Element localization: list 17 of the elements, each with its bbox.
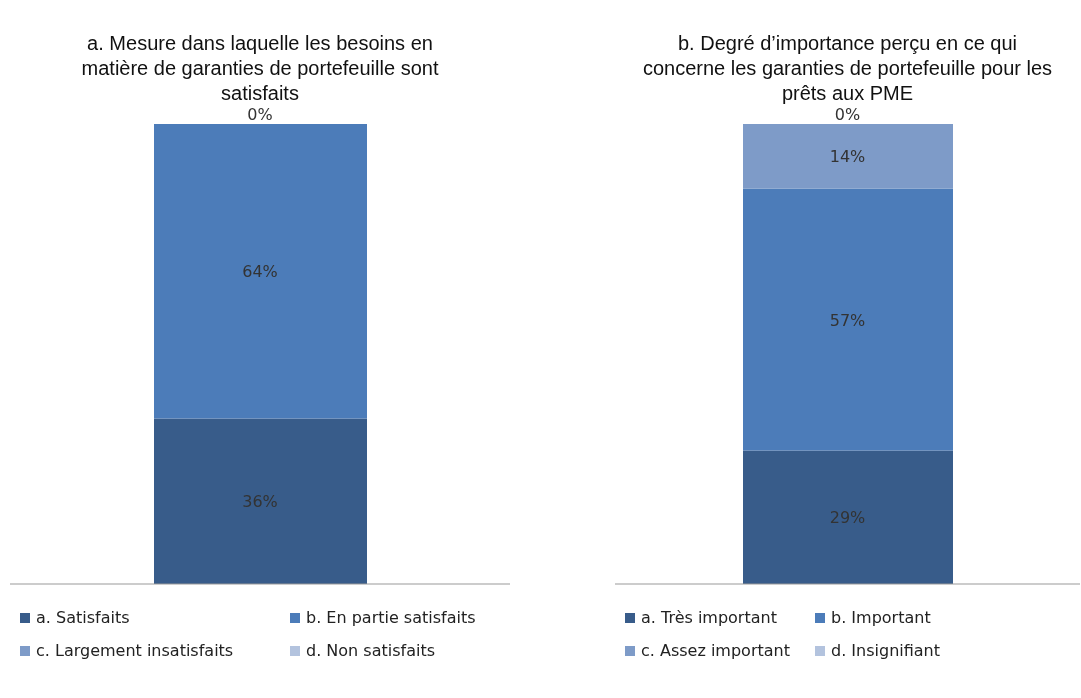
data-label: 29% — [829, 508, 866, 528]
data-label: 36% — [242, 492, 278, 512]
data-label: 57% — [829, 310, 866, 330]
legend-label: a. Satisfaits — [36, 608, 130, 627]
legend-label: b. Important — [831, 608, 931, 627]
legend-label: d. Insignifiant — [831, 641, 941, 660]
chart-title: a. Mesure dans laquelle les besoins en matière de garanties de portefeuille sont satisfaits — [80, 31, 440, 106]
legend-label: c. Largement insatisfaits — [36, 641, 234, 660]
legend-label: b. En partie satisfaits — [306, 608, 476, 627]
data-label: 64% — [242, 262, 278, 282]
data-label: 0% — [247, 105, 273, 124]
legend-label: c. Assez important — [641, 641, 790, 660]
legend-label: d. Non satisfaits — [306, 641, 435, 660]
chart-title: b. Degré d’importance perçu en ce qui concerne les garanties de portefeuille pour les prêts aux PME — [641, 31, 1054, 106]
data-label: 0% — [834, 105, 861, 124]
data-label: 14% — [829, 147, 866, 167]
legend-label: a. Très important — [641, 608, 777, 627]
